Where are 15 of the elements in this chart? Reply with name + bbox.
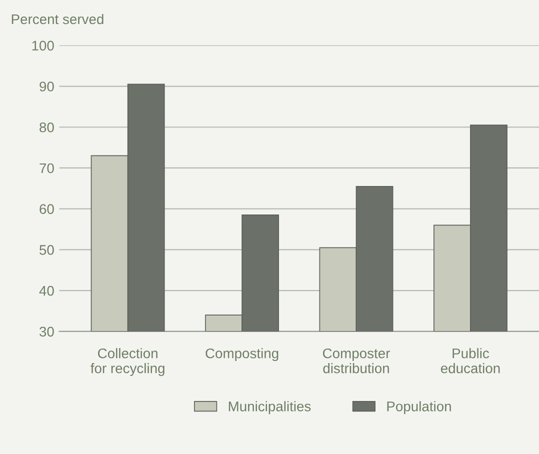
legend-label: Municipalities xyxy=(228,401,311,414)
x-tick-label: Composting xyxy=(206,348,278,362)
y-tick-label: 40 xyxy=(39,286,54,296)
legend-label: Population xyxy=(387,401,451,414)
y-tick-label: 70 xyxy=(40,163,54,174)
y-axis-title: Percent served xyxy=(12,14,104,24)
y-tick-label: 50 xyxy=(40,245,54,255)
y-tick-label: 30 xyxy=(40,326,54,337)
y-tick-label: 90 xyxy=(40,82,54,92)
y-tick-label: 60 xyxy=(40,204,54,214)
x-tick-label: Collection for recycling xyxy=(90,348,164,376)
x-tick-label: Public education xyxy=(440,348,500,374)
y-tick-label: 80 xyxy=(40,122,54,132)
x-tick-label: Composter distribution xyxy=(323,348,390,374)
y-tick-label: 100 xyxy=(32,40,54,51)
